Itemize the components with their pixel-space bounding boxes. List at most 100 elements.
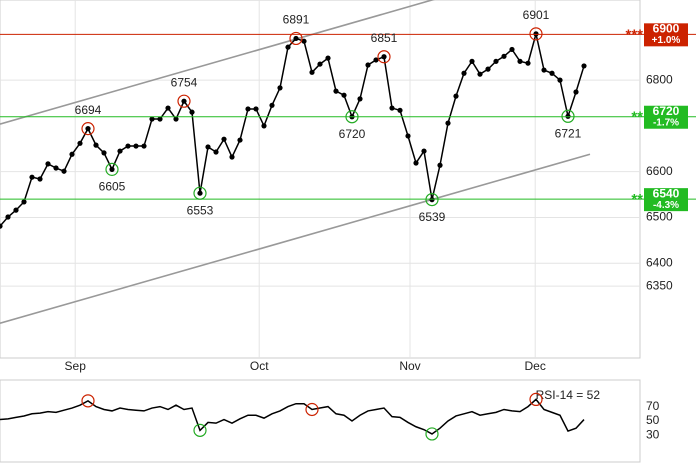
point	[189, 109, 195, 115]
peak-label: 6851	[371, 31, 398, 45]
point	[117, 148, 123, 154]
point	[573, 89, 579, 95]
point	[437, 162, 443, 168]
point	[125, 143, 131, 149]
point	[85, 126, 91, 132]
y-tick-label: 6350	[646, 278, 673, 292]
level-change: -4.3%	[653, 200, 679, 211]
point	[37, 176, 43, 182]
point	[141, 143, 147, 149]
y-tick-label: 50	[646, 413, 660, 427]
marker-ring	[81, 394, 95, 408]
level-prefix: **	[631, 109, 643, 126]
peak-label: 6553	[187, 203, 214, 217]
panel-title: RSI-14 = 52	[536, 388, 601, 402]
point	[101, 150, 107, 156]
series-line	[0, 398, 585, 435]
level-change: +1.0%	[652, 35, 681, 46]
marker-ring	[177, 94, 191, 108]
point	[517, 58, 523, 64]
marker-ring	[305, 402, 319, 417]
marker-ring	[81, 122, 95, 136]
x-tick-label: Sep	[65, 359, 87, 373]
level-box	[644, 23, 688, 47]
peak-label: 6721	[555, 126, 582, 140]
point	[229, 154, 235, 160]
peak-label: 6539	[419, 210, 446, 224]
x-tick-label: Dec	[525, 359, 546, 373]
point	[309, 69, 315, 75]
peak-label: 6901	[523, 8, 550, 22]
point	[453, 93, 459, 99]
point	[77, 140, 83, 146]
point	[421, 148, 427, 154]
point	[109, 166, 115, 172]
point	[549, 70, 555, 76]
point	[285, 44, 291, 50]
point	[45, 161, 51, 167]
point	[509, 46, 515, 53]
point	[253, 106, 259, 112]
trend-line	[0, 0, 435, 125]
point	[149, 116, 155, 122]
rsi-frame	[0, 379, 641, 463]
point	[325, 55, 331, 61]
point	[69, 151, 75, 157]
peak-label: 6605	[99, 180, 126, 194]
marker-ring	[529, 392, 543, 406]
y-tick-label: 30	[646, 428, 660, 442]
point	[13, 207, 19, 213]
point	[269, 102, 275, 108]
point	[477, 71, 483, 77]
point	[197, 190, 203, 196]
point	[525, 60, 531, 66]
point	[373, 57, 379, 63]
point	[357, 96, 363, 102]
point	[53, 165, 59, 171]
marker-ring	[193, 186, 207, 200]
point	[397, 107, 403, 113]
point	[557, 77, 563, 83]
point	[93, 142, 99, 148]
level-prefix: **	[631, 191, 643, 208]
point	[181, 98, 187, 104]
level-label: 6720	[653, 104, 680, 118]
point	[205, 144, 211, 150]
marker-ring	[289, 31, 303, 46]
x-tick-label: Oct	[250, 359, 269, 373]
peak-label: 6720	[339, 127, 366, 141]
peak-label: 6891	[283, 13, 310, 27]
point	[0, 223, 3, 229]
marker-ring	[529, 27, 543, 41]
level-prefix: ***	[625, 26, 643, 43]
point	[277, 85, 283, 91]
y-tick-label: 6600	[646, 164, 673, 178]
trend-line	[0, 153, 591, 324]
marker-ring	[345, 110, 359, 124]
marker-ring	[193, 423, 207, 437]
point	[245, 106, 251, 112]
x-tick-label: Nov	[399, 359, 420, 373]
point	[133, 143, 139, 149]
marker-ring	[425, 193, 439, 207]
marker-ring	[425, 427, 439, 441]
point	[461, 70, 467, 76]
y-tick-label: 6500	[646, 210, 673, 224]
panel	[0, 0, 640, 358]
point	[413, 160, 419, 166]
peak-label: 6694	[75, 103, 102, 117]
marker-ring	[561, 109, 575, 123]
point	[493, 58, 499, 64]
point	[317, 61, 323, 67]
point	[29, 174, 35, 180]
point	[381, 54, 387, 60]
point	[333, 88, 339, 94]
y-tick-label: 70	[646, 399, 660, 413]
level-label: 6900	[653, 22, 680, 36]
point	[213, 149, 219, 155]
y-tick-label: 6400	[646, 255, 673, 269]
point	[365, 62, 371, 68]
point	[5, 214, 11, 220]
point	[301, 38, 307, 44]
